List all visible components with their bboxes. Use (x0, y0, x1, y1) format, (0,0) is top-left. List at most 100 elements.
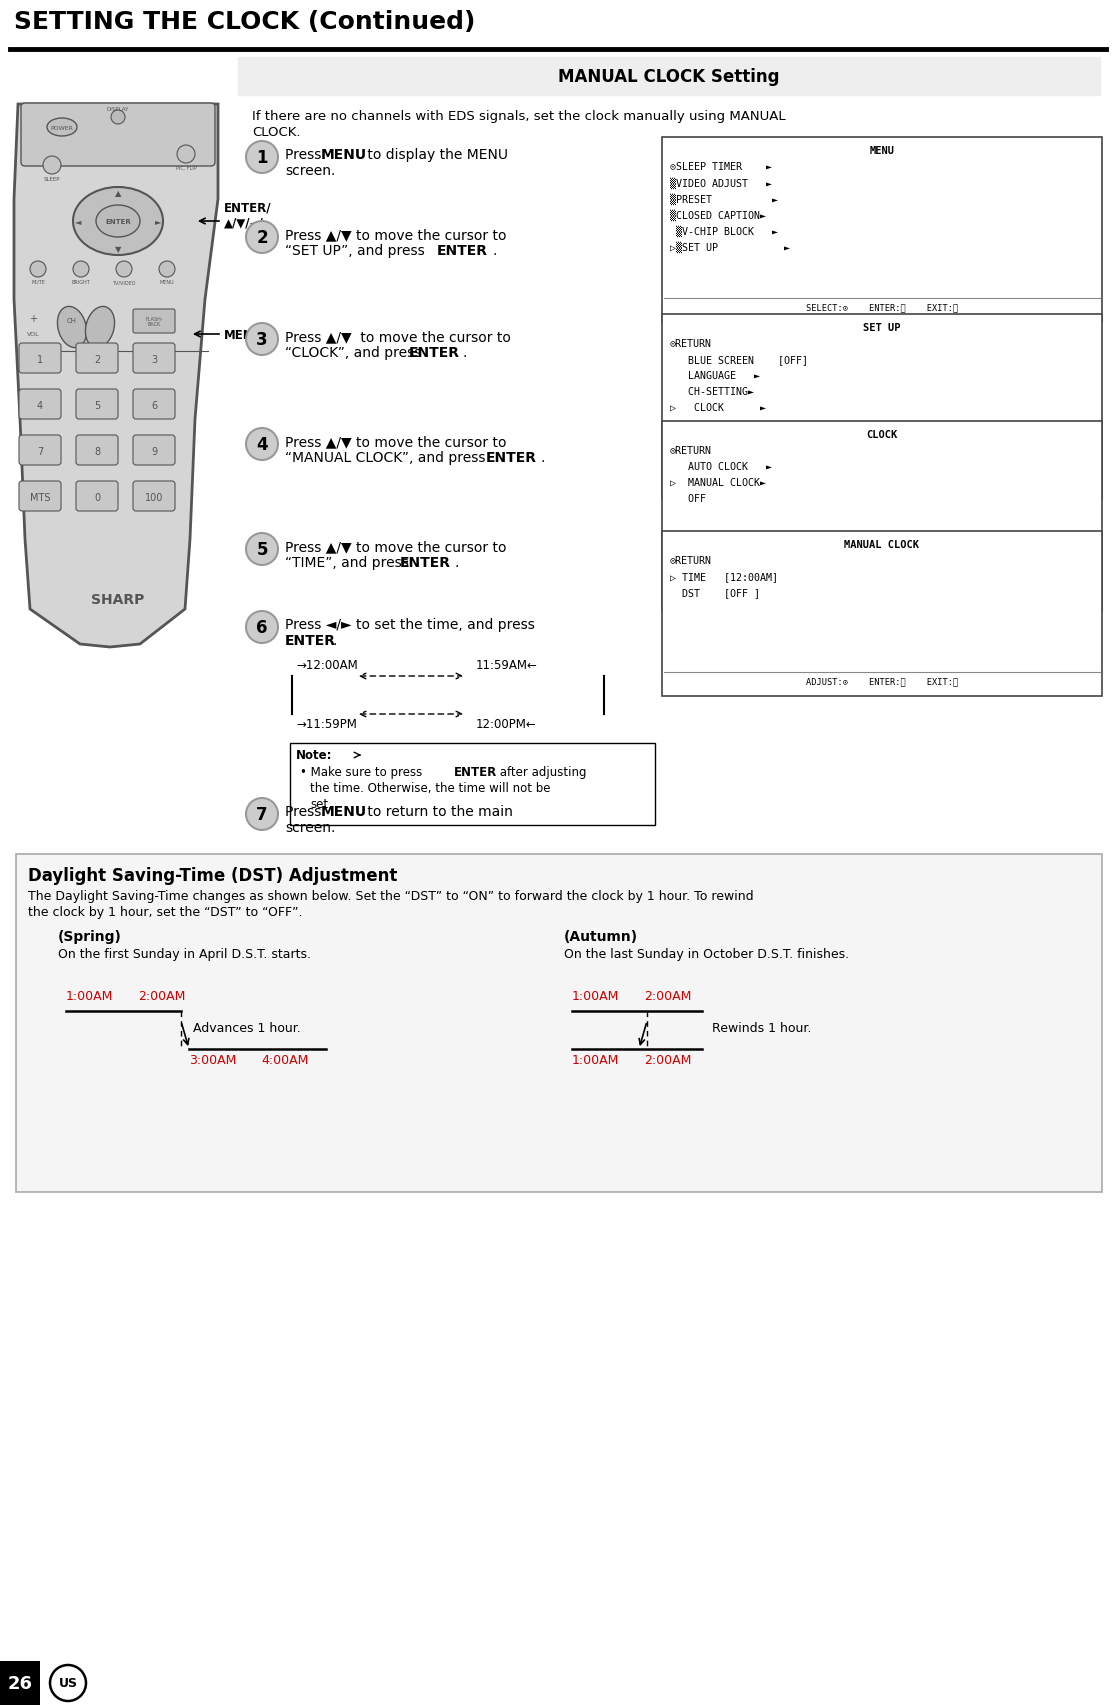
Text: ⊙RETURN: ⊙RETURN (670, 339, 712, 350)
FancyBboxPatch shape (19, 483, 61, 511)
Text: the time. Otherwise, the time will not be: the time. Otherwise, the time will not b… (310, 781, 550, 795)
Text: OFF: OFF (670, 494, 706, 503)
Text: Rewinds 1 hour.: Rewinds 1 hour. (712, 1021, 811, 1035)
Ellipse shape (57, 307, 87, 348)
Text: ▒CLOSED CAPTION►: ▒CLOSED CAPTION► (670, 210, 766, 222)
Text: ENTER: ENTER (454, 766, 498, 779)
Text: ENTER: ENTER (485, 450, 537, 465)
Circle shape (116, 263, 132, 278)
Text: 2:00AM: 2:00AM (644, 989, 692, 1003)
Text: 11:59AM←: 11:59AM← (477, 658, 538, 672)
Text: →11:59PM: →11:59PM (296, 718, 357, 730)
Text: MENU: MENU (321, 148, 367, 162)
Text: LANGUAGE   ►: LANGUAGE ► (670, 370, 760, 380)
Text: screen.: screen. (285, 820, 336, 834)
Text: “SET UP”, and press: “SET UP”, and press (285, 244, 430, 257)
Text: 2:00AM: 2:00AM (644, 1054, 692, 1066)
Bar (16, 854, 1101, 1192)
Text: ▼: ▼ (115, 246, 122, 254)
Text: Press: Press (285, 148, 326, 162)
Text: MENU: MENU (869, 147, 895, 155)
Text: BLUE SCREEN    [OFF]: BLUE SCREEN [OFF] (670, 355, 808, 365)
Text: ▷  MANUAL CLOCK►: ▷ MANUAL CLOCK► (670, 477, 766, 488)
Bar (0, 1661, 40, 1705)
Text: • Make sure to press: • Make sure to press (300, 766, 426, 779)
Circle shape (73, 263, 89, 278)
Text: VOL: VOL (27, 332, 39, 338)
Text: SET UP: SET UP (864, 322, 901, 332)
Text: .: . (493, 244, 498, 257)
Text: ENTER: ENTER (285, 634, 336, 648)
Text: BRIGHT: BRIGHT (71, 280, 90, 285)
Text: ▲: ▲ (115, 189, 122, 198)
Text: The Daylight Saving-Time changes as shown below. Set the “DST” to “ON” to forwar: The Daylight Saving-Time changes as show… (28, 890, 753, 902)
Text: 6: 6 (257, 619, 268, 636)
Text: ⊙RETURN: ⊙RETURN (670, 556, 712, 566)
Text: SELECT:⊙    ENTER:Ⓞ    EXIT:Ⓜ: SELECT:⊙ ENTER:Ⓞ EXIT:Ⓜ (806, 303, 959, 312)
Text: ENTER: ENTER (105, 218, 131, 225)
Text: (Spring): (Spring) (58, 929, 122, 943)
Text: Note:: Note: (296, 748, 333, 762)
FancyBboxPatch shape (76, 483, 118, 511)
Bar (662, 421, 1101, 612)
Text: 100: 100 (145, 493, 163, 503)
Bar (290, 743, 655, 825)
Ellipse shape (96, 206, 140, 239)
Text: 2: 2 (257, 228, 268, 247)
Text: set.: set. (310, 798, 331, 810)
Text: MANUAL CLOCK Setting: MANUAL CLOCK Setting (558, 68, 780, 85)
Text: If there are no channels with EDS signals, set the clock manually using MANUAL: If there are no channels with EDS signal… (252, 109, 786, 123)
FancyBboxPatch shape (133, 310, 175, 334)
Text: MENU: MENU (224, 329, 263, 341)
Text: MUTE: MUTE (31, 280, 45, 285)
Text: 1: 1 (37, 355, 44, 365)
Ellipse shape (86, 307, 115, 348)
FancyBboxPatch shape (19, 344, 61, 373)
Text: 12:00PM←: 12:00PM← (477, 718, 537, 730)
Circle shape (44, 157, 61, 176)
Circle shape (177, 147, 195, 164)
Text: AUTO CLOCK   ►: AUTO CLOCK ► (670, 462, 772, 472)
Text: On the last Sunday in October D.S.T. finishes.: On the last Sunday in October D.S.T. fin… (564, 948, 849, 960)
Ellipse shape (47, 119, 77, 136)
Text: 1: 1 (257, 148, 268, 167)
Text: to return to the main: to return to the main (363, 805, 513, 818)
Text: Press ▲/▼ to move the cursor to: Press ▲/▼ to move the cursor to (285, 435, 507, 448)
Text: Advances 1 hour.: Advances 1 hour. (193, 1021, 300, 1035)
Circle shape (30, 263, 46, 278)
Text: .: . (333, 634, 337, 648)
FancyBboxPatch shape (133, 390, 175, 419)
Text: PIC. FLIP: PIC. FLIP (175, 165, 196, 170)
Text: SHARP: SHARP (92, 593, 145, 607)
Circle shape (246, 428, 278, 460)
Text: ENTER/
▲/▼/◄/►: ENTER/ ▲/▼/◄/► (224, 201, 272, 228)
Text: 2: 2 (94, 355, 100, 365)
Text: 26: 26 (8, 1674, 32, 1691)
Text: ◄: ◄ (75, 217, 81, 227)
Text: screen.: screen. (285, 164, 336, 177)
Bar (238, 58, 1100, 95)
Text: -: - (31, 344, 35, 355)
Text: MTS: MTS (30, 493, 50, 503)
Text: 3: 3 (151, 355, 157, 365)
Bar (662, 315, 1101, 500)
Text: Press ▲/▼ to move the cursor to: Press ▲/▼ to move the cursor to (285, 228, 507, 242)
Text: 4: 4 (257, 436, 268, 454)
Text: after adjusting: after adjusting (496, 766, 587, 779)
Text: 0: 0 (94, 493, 100, 503)
FancyBboxPatch shape (133, 483, 175, 511)
FancyBboxPatch shape (19, 390, 61, 419)
FancyBboxPatch shape (76, 344, 118, 373)
Text: FLASH-
BACK: FLASH- BACK (145, 317, 163, 327)
Text: ▷   CLOCK      ►: ▷ CLOCK ► (670, 402, 766, 413)
FancyBboxPatch shape (76, 436, 118, 465)
Text: ▷ TIME   [12:00AM]: ▷ TIME [12:00AM] (670, 571, 778, 581)
Text: ▷▒SET UP           ►: ▷▒SET UP ► (670, 242, 790, 254)
Text: 4:00AM: 4:00AM (261, 1054, 308, 1066)
Text: ▒PRESET          ►: ▒PRESET ► (670, 194, 778, 205)
Text: 4: 4 (37, 401, 44, 411)
Text: 8: 8 (94, 447, 100, 457)
Text: ENTER: ENTER (437, 244, 488, 257)
Circle shape (246, 612, 278, 643)
Text: US: US (58, 1676, 77, 1690)
